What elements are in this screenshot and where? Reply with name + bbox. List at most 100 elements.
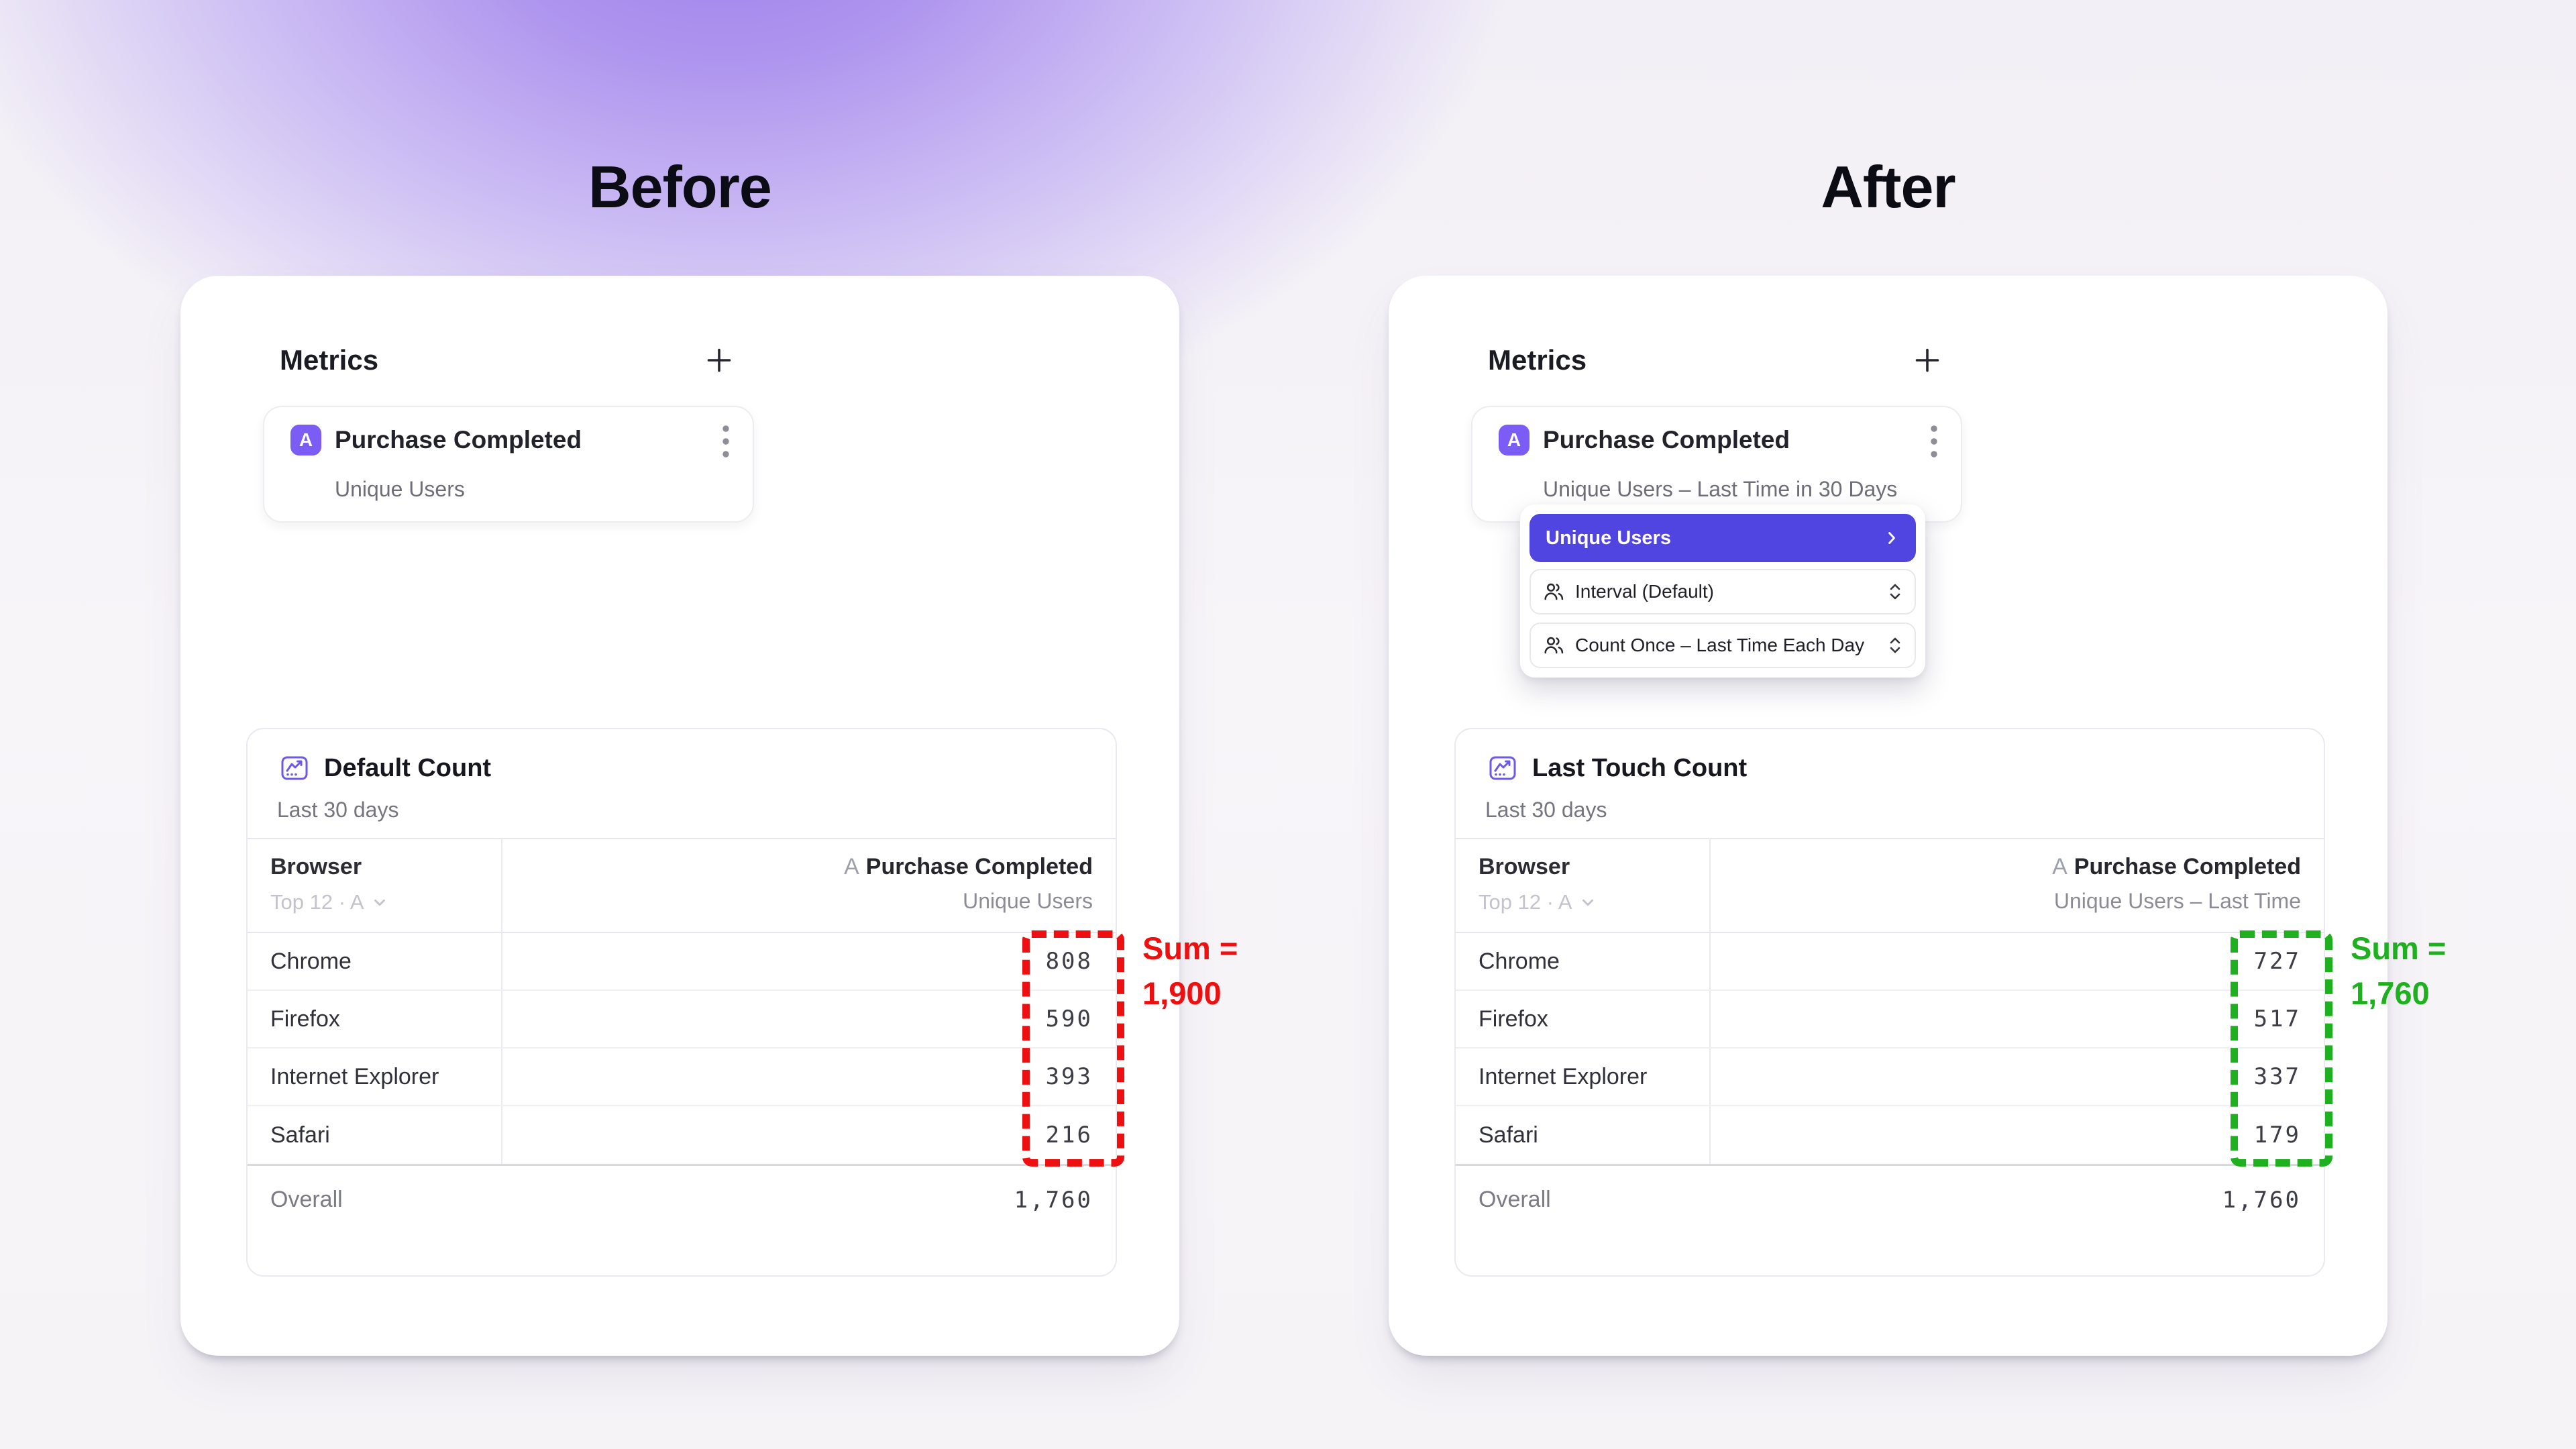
users-icon xyxy=(1543,635,1564,656)
table-date-range: Last 30 days xyxy=(1485,798,1607,822)
table-row: Safari 216 xyxy=(248,1106,1116,1164)
value-cell: 179 xyxy=(2253,1122,2301,1148)
sum-annotation-line1: Sum = xyxy=(1142,930,1238,966)
overall-row: Overall 1,760 xyxy=(248,1164,1116,1234)
line-chart-icon xyxy=(1488,753,1517,783)
after-title: After xyxy=(1821,154,1955,220)
table-header: Browser Top 12 · A A Purchase Completed U… xyxy=(1456,838,2324,933)
value-cell: 590 xyxy=(1045,1006,1093,1032)
plus-icon xyxy=(706,347,732,373)
browser-cell: Safari xyxy=(270,1122,330,1148)
browser-cell: Internet Explorer xyxy=(270,1063,439,1089)
value-cell: 216 xyxy=(1045,1122,1093,1148)
browser-cell: Chrome xyxy=(1479,948,1560,974)
metric-name: Purchase Completed xyxy=(1543,426,1790,453)
chevron-down-icon xyxy=(1579,894,1597,911)
metric-subtitle: Unique Users xyxy=(335,477,465,501)
column-divider xyxy=(501,838,502,1165)
kebab-icon xyxy=(1930,425,1938,458)
metric-options-dropdown: Unique Users Interval (Default) xyxy=(1520,504,1925,678)
sum-annotation-line2: 1,760 xyxy=(2351,975,2430,1011)
browser-cell: Firefox xyxy=(270,1006,340,1032)
value-cell: 337 xyxy=(2253,1063,2301,1090)
metric-letter: A xyxy=(844,854,859,879)
before-title: Before xyxy=(588,154,772,220)
line-chart-icon xyxy=(280,753,309,783)
overall-label: Overall xyxy=(270,1187,343,1212)
browser-filter-label: Top 12 · A xyxy=(270,890,364,914)
metrics-header: Metrics xyxy=(280,344,732,376)
metrics-heading: Metrics xyxy=(280,344,379,376)
sum-annotation-line2: 1,900 xyxy=(1142,975,1222,1011)
result-table-card: Last Touch Count Last 30 days Browser To… xyxy=(1454,728,2325,1277)
browser-cell: Firefox xyxy=(1479,1006,1548,1032)
metric-badge: A xyxy=(1499,425,1529,455)
value-cell: 517 xyxy=(2253,1006,2301,1032)
kebab-menu-button[interactable] xyxy=(722,425,730,458)
metric-column-name: Purchase Completed xyxy=(2074,854,2301,879)
overall-value: 1,760 xyxy=(2222,1186,2301,1214)
chevron-down-icon xyxy=(371,894,388,911)
metric-letter: A xyxy=(2052,854,2068,879)
column-header-metric: A Purchase Completed xyxy=(844,854,1093,880)
table-row: Internet Explorer 393 xyxy=(248,1049,1116,1106)
kebab-menu-button[interactable] xyxy=(1930,425,1938,458)
dropdown-selected-label: Unique Users xyxy=(1546,527,1671,549)
table-row: Internet Explorer 337 xyxy=(1456,1049,2324,1106)
table-header: Browser Top 12 · A A Purchase Completed U… xyxy=(248,838,1116,933)
browser-cell: Safari xyxy=(1479,1122,1538,1148)
browser-filter-dropdown[interactable]: Top 12 · A xyxy=(270,890,388,914)
browser-cell: Internet Explorer xyxy=(1479,1063,1648,1089)
column-header-metric: A Purchase Completed xyxy=(2052,854,2301,880)
before-panel: Metrics A Purchase Completed Unique User… xyxy=(180,276,1238,1356)
metric-badge: A xyxy=(290,425,321,455)
metric-column-subtitle: Unique Users xyxy=(963,889,1093,913)
dropdown-item-interval[interactable]: Interval (Default) xyxy=(1529,569,1916,614)
dropdown-option-label: Count Once – Last Time Each Day xyxy=(1575,635,1865,655)
metric-column-name: Purchase Completed xyxy=(865,854,1093,879)
column-divider xyxy=(1709,838,1711,1165)
browser-cell: Chrome xyxy=(270,948,352,974)
overall-value: 1,760 xyxy=(1014,1186,1093,1214)
chevron-right-icon xyxy=(1884,530,1900,546)
column-header-browser: Browser xyxy=(270,854,362,879)
sum-highlight-box xyxy=(2231,930,2332,1167)
value-cell: 393 xyxy=(1045,1063,1093,1090)
value-cell: 727 xyxy=(2253,948,2301,975)
value-cell: 808 xyxy=(1045,948,1093,975)
add-metric-button[interactable] xyxy=(706,347,732,373)
metric-card[interactable]: A Purchase Completed Unique Users xyxy=(263,406,754,523)
dropdown-option-label: Interval (Default) xyxy=(1575,581,1714,602)
metrics-heading: Metrics xyxy=(1488,344,1587,376)
metric-column-subtitle: Unique Users – Last Time xyxy=(2053,889,2301,913)
metric-name: Purchase Completed xyxy=(335,426,582,453)
table-row: Chrome 808 xyxy=(248,933,1116,991)
sum-highlight-box xyxy=(1022,930,1124,1167)
table-row: Safari 179 xyxy=(1456,1106,2324,1164)
sum-annotation: Sum = 1,900 xyxy=(1142,926,1238,1016)
browser-filter-label: Top 12 · A xyxy=(1479,890,1572,914)
browser-filter-dropdown[interactable]: Top 12 · A xyxy=(1479,890,1597,914)
after-panel: Metrics A Purchase Completed Unique User… xyxy=(1389,276,2446,1356)
table-body: Chrome 727 Firefox 517 Internet Explorer… xyxy=(1456,933,2324,1164)
users-icon xyxy=(1543,581,1564,602)
table-title: Last Touch Count xyxy=(1532,753,1748,782)
metric-subtitle: Unique Users – Last Time in 30 Days xyxy=(1543,477,1898,501)
result-table-card: Default Count Last 30 days Browser Top 1… xyxy=(246,728,1117,1277)
metrics-header: Metrics xyxy=(1488,344,1940,376)
plus-icon xyxy=(1915,347,1940,373)
table-date-range: Last 30 days xyxy=(277,798,399,822)
table-title: Default Count xyxy=(324,753,492,782)
dropdown-item-count-once[interactable]: Count Once – Last Time Each Day xyxy=(1529,623,1916,668)
dropdown-item-unique-users[interactable]: Unique Users xyxy=(1529,514,1916,562)
table-row: Chrome 727 xyxy=(1456,933,2324,991)
table-body: Chrome 808 Firefox 590 Internet Explorer… xyxy=(248,933,1116,1164)
table-row: Firefox 590 xyxy=(248,991,1116,1049)
sum-annotation: Sum = 1,760 xyxy=(2351,926,2446,1016)
overall-label: Overall xyxy=(1479,1187,1551,1212)
sum-annotation-line1: Sum = xyxy=(2351,930,2447,966)
add-metric-button[interactable] xyxy=(1915,347,1940,373)
chevrons-up-down-icon xyxy=(1888,581,1902,602)
chevrons-up-down-icon xyxy=(1888,635,1902,656)
overall-row: Overall 1,760 xyxy=(1456,1164,2324,1234)
